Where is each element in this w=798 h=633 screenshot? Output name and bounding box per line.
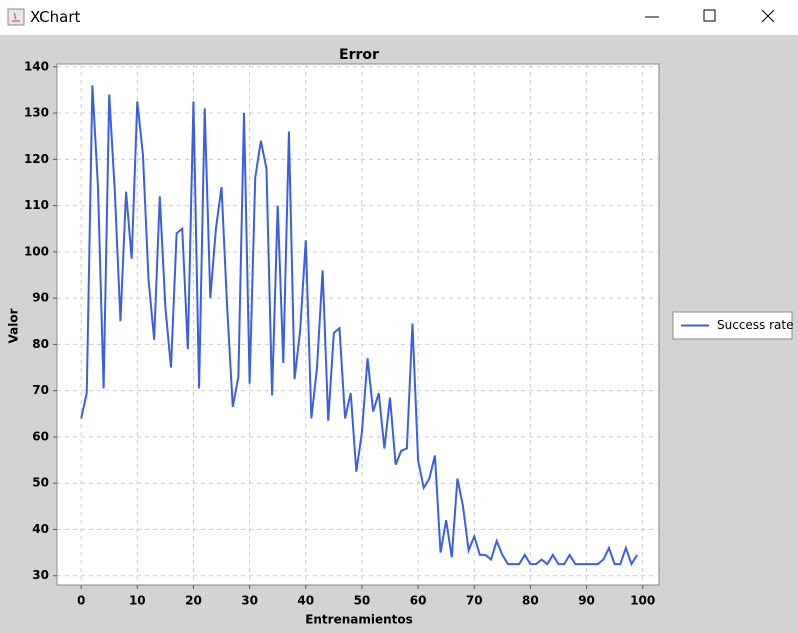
y-tick-label: 40: [32, 522, 49, 536]
plot-area: [56, 63, 660, 586]
window-controls[interactable]: [630, 0, 790, 35]
data-line: [80, 85, 638, 567]
y-tick-label: 70: [32, 383, 49, 397]
y-tick-label: 140: [24, 59, 49, 73]
x-tick-label: 30: [241, 594, 258, 608]
legend-label: Success rate: [717, 318, 794, 332]
y-tick-label: 100: [24, 244, 49, 258]
y-tick-label: 110: [24, 198, 49, 212]
x-tick-label: 20: [185, 594, 202, 608]
y-tick-label: 50: [32, 476, 49, 490]
x-tick-label: 90: [578, 594, 595, 608]
chart-title: Error: [339, 47, 379, 63]
window-title: XChart: [30, 8, 81, 26]
y-tick-label: 90: [32, 291, 49, 305]
app-icon: [7, 8, 25, 26]
y-tick-label: 80: [32, 337, 49, 351]
x-axis-label: Entrenamientos: [305, 613, 413, 627]
x-tick-label: 0: [77, 594, 85, 608]
y-tick-label: 120: [24, 152, 49, 166]
title-bar: XChart: [0, 0, 798, 35]
x-tick-label: 50: [354, 594, 371, 608]
y-tick-label: 60: [32, 429, 49, 443]
x-tick-label: 70: [466, 594, 483, 608]
close[interactable]: [761, 9, 775, 23]
x-tick-label: 60: [410, 594, 427, 608]
y-axis-label: Valor: [7, 308, 21, 343]
x-tick-label: 100: [630, 594, 655, 608]
x-tick-label: 40: [297, 594, 314, 608]
x-tick-label: 10: [129, 594, 146, 608]
x-tick-label: 80: [522, 594, 539, 608]
y-tick-label: 30: [32, 568, 49, 582]
chart: Error Entrenamientos Valor 30 40 50 60 70 80 9…: [7, 47, 794, 627]
maximize[interactable]: [703, 9, 716, 22]
y-tick-label: 130: [24, 106, 49, 120]
